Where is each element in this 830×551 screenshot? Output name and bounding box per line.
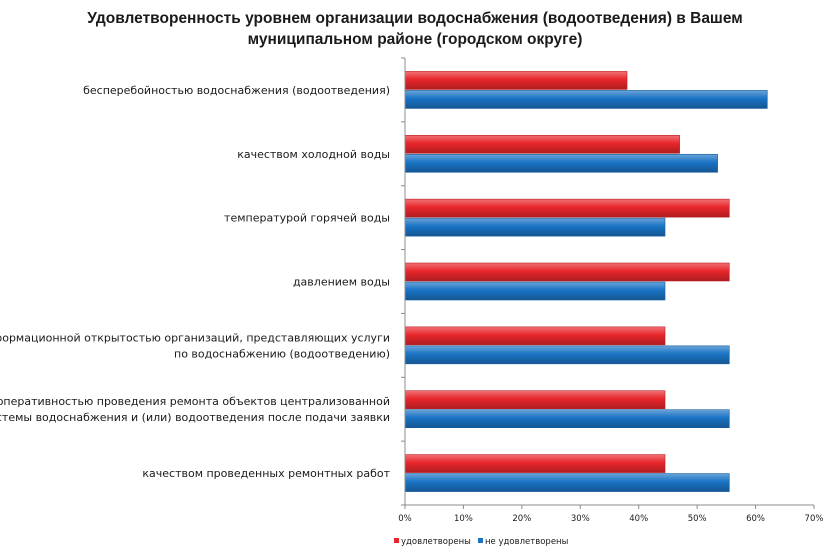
category-label-5-line-1: системы водоснабжения и (или) водоотведе…	[0, 411, 390, 424]
category-label-3: давлением воды	[293, 276, 390, 289]
bar-satisfied-1	[404, 134, 680, 154]
x-tick-label-1: 10%	[454, 514, 473, 524]
legend-label-1: не удовлетворены	[485, 537, 568, 547]
category-label-6: качеством проведенных ремонтных работ	[142, 467, 390, 480]
bar-satisfied-5	[404, 390, 666, 410]
bar-not-satisfied-2	[404, 217, 666, 237]
chart-title-line-1: Удовлетворенность уровнем организации во…	[87, 10, 743, 27]
bar-satisfied-4	[404, 326, 666, 346]
category-label-4-line-1: по водоснабжению (водоотведению)	[174, 347, 390, 360]
bar-not-satisfied-0	[404, 90, 768, 109]
x-tick-label-5: 50%	[688, 514, 707, 524]
category-label-4-line-0: информационной открытостью организаций, …	[0, 331, 390, 344]
bar-satisfied-0	[404, 71, 628, 90]
bar-not-satisfied-5	[404, 409, 730, 429]
x-tick-label-7: 70%	[805, 514, 824, 524]
bar-not-satisfied-4	[404, 345, 730, 365]
category-label-1: качеством холодной воды	[237, 148, 390, 161]
x-tick-label-2: 20%	[512, 514, 531, 524]
category-label-0: бесперебойностью водоснабжения (водоотве…	[83, 84, 390, 97]
x-tick-label-6: 60%	[746, 514, 765, 524]
x-tick-label-4: 40%	[629, 514, 648, 524]
chart-title: Удовлетворенность уровнем организации во…	[0, 8, 830, 50]
bar-not-satisfied-6	[404, 473, 730, 492]
bar-not-satisfied-1	[404, 153, 718, 173]
chart-title-line-2: муниципальном районе (городском округе)	[247, 31, 583, 48]
category-label-5-line-0: оперативностью проведения ремонта объект…	[0, 395, 390, 408]
bar-satisfied-3	[404, 262, 730, 282]
x-tick-label-3: 30%	[571, 514, 590, 524]
bar-satisfied-6	[404, 454, 666, 473]
legend-label-0: удовлетворены	[401, 537, 471, 547]
bar-satisfied-2	[404, 198, 730, 218]
x-tick-label-0: 0%	[398, 514, 412, 524]
bar-not-satisfied-3	[404, 281, 666, 301]
category-label-2: температурой горячей воды	[224, 212, 390, 225]
legend-swatch-0	[394, 538, 399, 543]
legend-swatch-1	[478, 538, 483, 543]
